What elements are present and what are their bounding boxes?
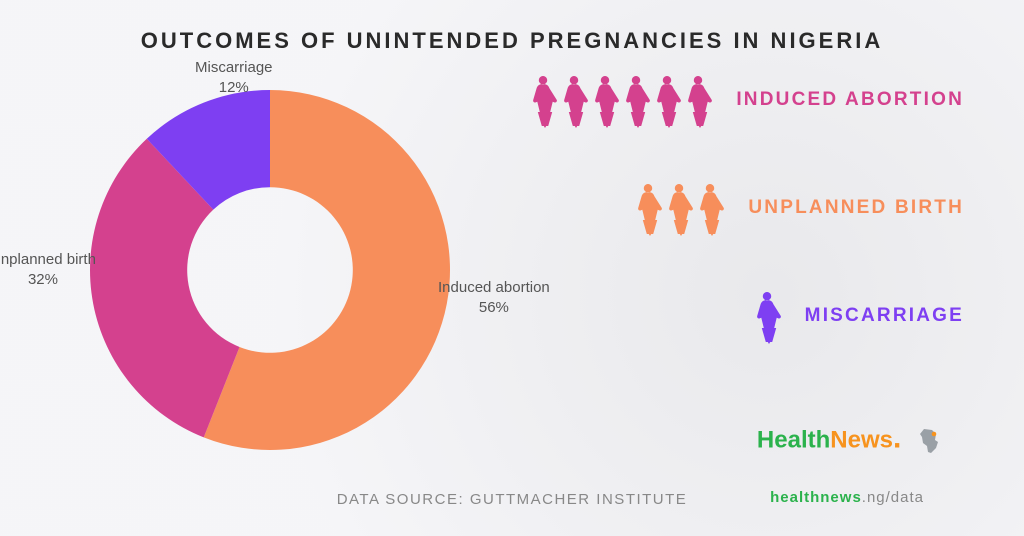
legend: INDUCED ABORTION UNPLANNED BIRTH MISCARRIA… xyxy=(574,70,964,394)
legend-icons xyxy=(753,286,781,346)
woman-icon xyxy=(653,70,681,130)
brand-part2: News xyxy=(830,426,893,453)
woman-icon xyxy=(665,178,693,238)
label-unplanned-name: Unplanned birth xyxy=(0,251,96,268)
legend-icons xyxy=(634,178,724,238)
woman-icon xyxy=(696,178,724,238)
label-unplanned-pct: 32% xyxy=(0,270,96,290)
data-source: DATA SOURCE: GUTTMACHER INSTITUTE xyxy=(337,491,688,508)
site-highlight: healthnews xyxy=(770,489,862,506)
label-miscarriage: Miscarriage 12% xyxy=(195,58,273,99)
woman-icon xyxy=(753,286,781,346)
woman-icon xyxy=(591,70,619,130)
site-url: healthnews.ng/data xyxy=(770,489,924,506)
woman-icon xyxy=(560,70,588,130)
woman-icon xyxy=(529,70,557,130)
africa-icon xyxy=(914,426,944,456)
donut-chart: Miscarriage 12% Unplanned birth 32% Indu… xyxy=(40,60,560,480)
legend-label: INDUCED ABORTION xyxy=(736,89,964,111)
woman-icon xyxy=(684,70,712,130)
label-induced: Induced abortion 56% xyxy=(438,278,550,319)
legend-row: MISCARRIAGE xyxy=(574,286,964,346)
woman-icon xyxy=(634,178,662,238)
donut-svg xyxy=(90,90,450,450)
woman-icon xyxy=(622,70,650,130)
legend-row: UNPLANNED BIRTH xyxy=(574,178,964,238)
page-title: OUTCOMES OF UNINTENDED PREGNANCIES IN NI… xyxy=(40,28,984,54)
brand-dot: . xyxy=(893,421,901,454)
label-induced-pct: 56% xyxy=(438,298,550,318)
legend-label: UNPLANNED BIRTH xyxy=(748,197,964,219)
donut-svg-wrap xyxy=(90,90,450,450)
label-unplanned: Unplanned birth 32% xyxy=(0,250,96,291)
site-rest: .ng/data xyxy=(862,489,924,506)
legend-label: MISCARRIAGE xyxy=(805,305,964,327)
legend-row: INDUCED ABORTION xyxy=(574,70,964,130)
label-miscarriage-name: Miscarriage xyxy=(195,59,273,76)
label-miscarriage-pct: 12% xyxy=(195,78,273,98)
brand-logo: HealthNews. xyxy=(757,426,944,456)
legend-icons xyxy=(529,70,712,130)
label-induced-name: Induced abortion xyxy=(438,279,550,296)
brand-part1: Health xyxy=(757,426,830,453)
